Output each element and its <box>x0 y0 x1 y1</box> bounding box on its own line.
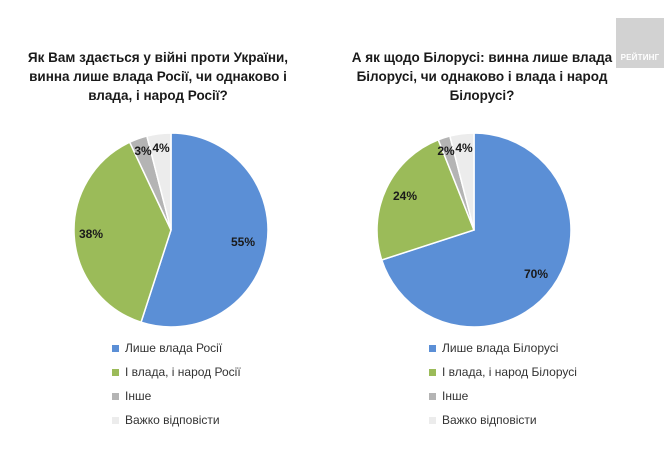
pie-slice-russia-authorities <box>140 132 269 328</box>
legend-swatch <box>429 344 436 352</box>
legend-item-belarus-both: І влада, і народ Білорусі <box>429 360 577 384</box>
data-label-russia-hard-to-say: 4% <box>152 141 170 155</box>
data-label-russia-both: 38% <box>79 227 103 241</box>
legend-item-russia-other: Інше <box>112 384 241 408</box>
legend-label: Лише влада Білорусі <box>442 341 559 355</box>
data-label-belarus-both: 24% <box>393 189 417 203</box>
data-label-russia-other: 3% <box>134 144 152 158</box>
legend-item-belarus-authorities: Лише влада Білорусі <box>429 336 577 360</box>
legend-label: Інше <box>442 389 469 403</box>
legend-label: Інше <box>125 389 152 403</box>
legend-swatch <box>429 392 436 400</box>
legend-label: Лише влада Росії <box>125 341 223 355</box>
legend-swatch <box>112 344 119 352</box>
data-label-russia-authorities: 55% <box>231 235 255 249</box>
legend-item-russia-both: І влада, і народ Росії <box>112 360 241 384</box>
logo-text: РЕЙТИНГ <box>620 53 660 62</box>
legend-swatch <box>112 416 119 424</box>
legend-belarus: Лише влада Білорусі І влада, і народ Біл… <box>429 336 577 432</box>
legend-swatch <box>112 368 119 376</box>
legend-item-russia-authorities: Лише влада Росії <box>112 336 241 360</box>
data-label-belarus-other: 2% <box>437 144 455 158</box>
pie-slice-belarus-hard-to-say <box>448 132 475 231</box>
legend-swatch <box>429 416 436 424</box>
legend-label: І влада, і народ Росії <box>125 365 241 379</box>
legend-item-belarus-hard-to-say: Важко відповісти <box>429 408 577 432</box>
pie-slice-russia-both <box>73 141 172 324</box>
legend-item-belarus-other: Інше <box>429 384 577 408</box>
chart-title-russia: Як Вам здається у війні проти України, в… <box>27 50 289 103</box>
legend-label: Важко відповісти <box>125 413 220 427</box>
legend-swatch <box>429 368 436 376</box>
data-label-belarus-authorities: 70% <box>524 267 548 281</box>
legend-item-russia-hard-to-say: Важко відповісти <box>112 408 241 432</box>
chart-title-belarus: А як щодо Білорусі: винна лише влада Біл… <box>351 50 613 103</box>
legend-label: І влада, і народ Білорусі <box>442 365 577 379</box>
legend-swatch <box>112 392 119 400</box>
pie-slice-russia-hard-to-say <box>145 132 172 231</box>
legend-russia: Лише влада Росії І влада, і народ Росії … <box>112 336 241 432</box>
legend-label: Важко відповісти <box>442 413 537 427</box>
pie-slice-belarus-authorities <box>380 132 572 328</box>
rating-logo: РЕЙТИНГ <box>616 18 664 68</box>
data-label-belarus-hard-to-say: 4% <box>455 141 473 155</box>
